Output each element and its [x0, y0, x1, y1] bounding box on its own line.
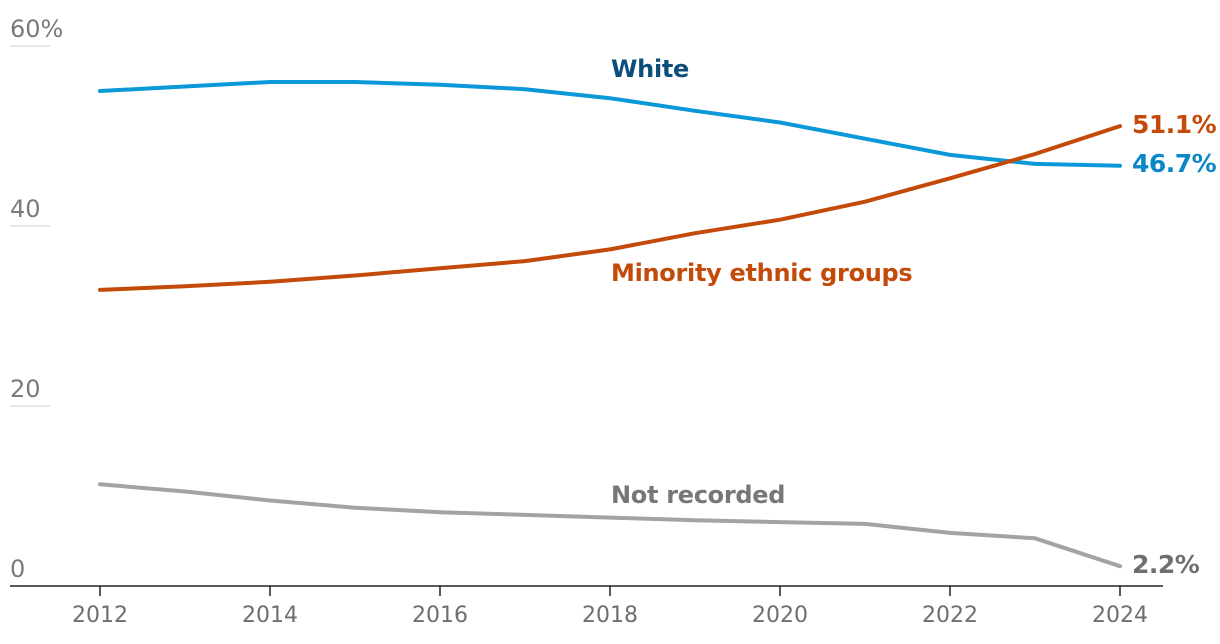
x-tick-label: 2016: [412, 603, 468, 628]
x-tick-label: 2014: [242, 603, 298, 628]
series-label-white: White: [611, 55, 689, 83]
series-label-not-recorded: Not recorded: [611, 481, 785, 509]
x-tick-label: 2022: [922, 603, 978, 628]
y-tick-label: 60%: [10, 15, 63, 43]
x-tick-label: 2018: [582, 603, 638, 628]
end-value-label-not-recorded: 2.2%: [1132, 550, 1200, 579]
end-value-label-white: 46.7%: [1132, 149, 1217, 178]
x-axis: 2012 2014 2016 2018 2020 2022 2024: [10, 585, 1163, 628]
x-tick-label: 2012: [72, 603, 128, 628]
end-value-label-minority-ethnic-groups: 51.1%: [1132, 110, 1217, 139]
y-tick-label: 0: [10, 555, 25, 583]
series-line-minority-ethnic-groups: [98, 124, 1122, 292]
gridlines: 0 20 40 60%: [10, 15, 63, 583]
x-tick-label: 2024: [1092, 603, 1148, 628]
y-tick-label: 20: [10, 375, 41, 403]
series-line-not-recorded: [98, 482, 1122, 569]
series-line-white: [98, 80, 1122, 168]
x-tick-label: 2020: [752, 603, 808, 628]
y-tick-label: 40: [10, 195, 41, 223]
series-label-minority-ethnic-groups: Minority ethnic groups: [611, 259, 912, 287]
series-lines: [98, 80, 1122, 569]
series-labels: White 46.7% Minority ethnic groups 51.1% Not…: [611, 55, 1217, 579]
